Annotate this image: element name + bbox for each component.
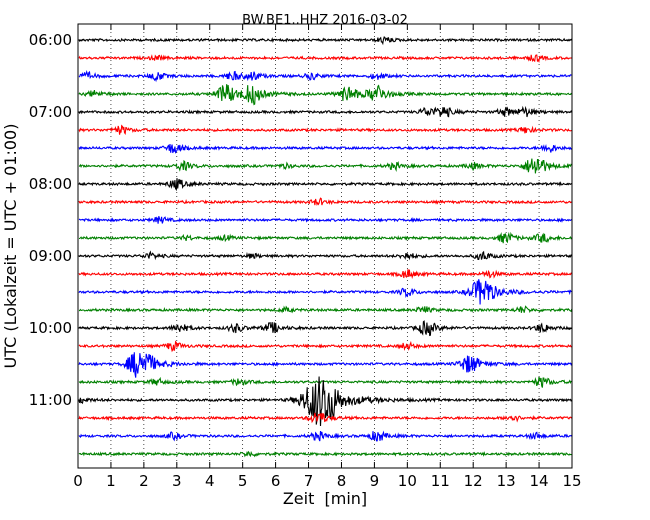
x-tick-label: 8 <box>337 472 347 490</box>
trace-1115-red <box>78 412 573 424</box>
trace-0600-black <box>78 36 572 46</box>
x-tick-label: 4 <box>205 472 215 490</box>
y-tick-label: 07:00 <box>29 103 72 121</box>
trace-0800-black <box>78 178 573 192</box>
y-axis-title: UTC (Lokalzeit = UTC + 01:00) <box>1 124 20 369</box>
trace-0715-red <box>78 124 573 135</box>
trace-0645-green <box>78 84 573 106</box>
trace-0930-blue <box>78 279 572 305</box>
trace-1030-blue <box>78 352 573 378</box>
y-tick-label: 08:00 <box>29 175 72 193</box>
trace-1145-green <box>78 450 572 458</box>
trace-0615-red <box>78 54 573 64</box>
x-tick-labels: 0 1 2 3 4 5 6 7 8 9 10 11 12 13 14 15 <box>73 472 581 490</box>
x-tick-label: 13 <box>497 472 516 490</box>
x-tick-label: 11 <box>431 472 450 490</box>
x-tick-label: 6 <box>271 472 281 490</box>
x-tick-label: 3 <box>172 472 182 490</box>
x-tick-label: 1 <box>106 472 116 490</box>
trace-1000-black <box>78 320 573 337</box>
trace-1015-red <box>78 340 572 353</box>
x-tick-label: 0 <box>73 472 83 490</box>
x-tick-label: 7 <box>304 472 314 490</box>
y-tick-label: 11:00 <box>29 391 72 409</box>
y-tick-label: 09:00 <box>29 247 72 265</box>
x-tick-label: 15 <box>562 472 581 490</box>
trace-1130-blue <box>78 430 573 442</box>
trace-0830-blue <box>78 216 573 224</box>
chart-title: BW.BE1..HHZ 2016-03-02 <box>242 13 408 28</box>
trace-0815-red <box>78 197 572 207</box>
trace-0900-black <box>78 250 573 261</box>
x-tick-label: 12 <box>464 472 483 490</box>
x-tick-label: 14 <box>530 472 549 490</box>
x-axis-title: Zeit [min] <box>283 489 367 508</box>
x-tick-label: 9 <box>370 472 380 490</box>
trace-1100-black <box>78 376 573 427</box>
trace-0845-green <box>79 231 573 244</box>
x-tick-label: 10 <box>398 472 417 490</box>
x-tick-label: 2 <box>139 472 149 490</box>
y-tick-label: 10:00 <box>29 319 72 337</box>
trace-0700-black <box>78 105 573 118</box>
trace-1045-green <box>78 376 572 388</box>
y-tick-labels: 06:00 07:00 08:00 09:00 10:00 11:00 <box>29 31 72 409</box>
seismic-traces <box>78 36 573 458</box>
trace-0915-red <box>78 269 573 280</box>
y-tick-label: 06:00 <box>29 31 72 49</box>
x-tick-label: 5 <box>238 472 248 490</box>
axis-ticks <box>77 24 573 468</box>
trace-0730-blue <box>78 143 573 154</box>
plot-area-frame <box>77 23 573 469</box>
trace-0630-blue <box>78 70 572 83</box>
trace-0945-green <box>79 305 573 314</box>
trace-0745-green <box>78 158 573 174</box>
